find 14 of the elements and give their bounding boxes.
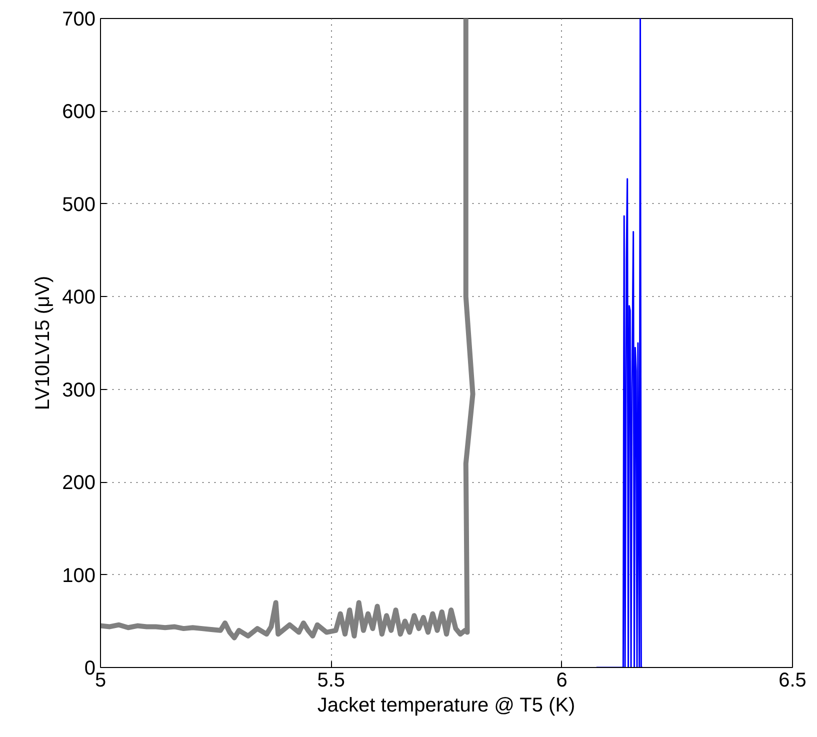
x-tick-label: 5.5 — [317, 670, 346, 692]
y-tick-label: 600 — [62, 101, 96, 124]
y-tick-label: 200 — [62, 472, 96, 494]
x-axis-title: Jacket temperature @ T5 (K) — [317, 694, 576, 716]
x-tick-label: 6.5 — [778, 670, 806, 692]
y-tick-label: 300 — [62, 379, 96, 402]
y-axis-title: LV10LV15 (μV) — [32, 276, 54, 410]
x-tick-label: 6 — [556, 670, 568, 692]
y-tick-label: 0 — [84, 658, 96, 680]
y-tick-label: 100 — [62, 564, 96, 587]
y-tick-label: 400 — [62, 286, 96, 309]
y-tick-label: 500 — [62, 194, 96, 216]
x-tick-label: 5 — [94, 670, 106, 692]
y-tick-label: 700 — [62, 8, 96, 30]
